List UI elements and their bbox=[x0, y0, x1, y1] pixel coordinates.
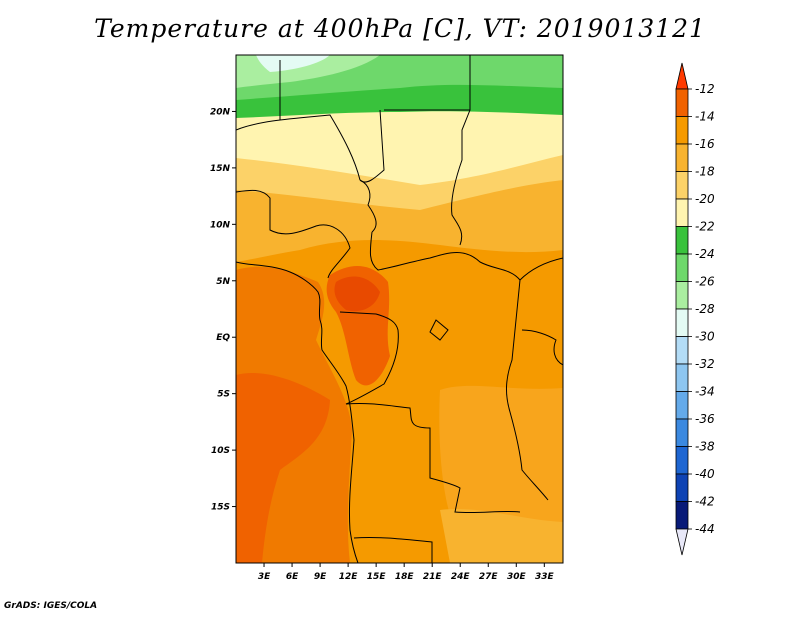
longitude-axis: 3E 6E 9E 12E 15E 18E 21E 24E 27E 30E 33E bbox=[258, 563, 555, 582]
legend-color-box bbox=[675, 253, 689, 282]
lon-tick-label: 9E bbox=[314, 572, 327, 582]
color-legend: -12 -14 -16 -18 -20 -22 -24 -26 -28 -30 -32 -34 -36 -… bbox=[675, 62, 715, 556]
latitude-axis: 20N 15N 10N 5N EQ 5S 10S 15S bbox=[210, 107, 236, 513]
legend-color-box bbox=[675, 198, 689, 227]
drc-angola-border bbox=[345, 402, 521, 514]
field-north-cyan bbox=[256, 55, 330, 72]
lat-tick-label: 5S bbox=[217, 390, 230, 400]
legend-color-box bbox=[675, 226, 689, 255]
east-border bbox=[506, 279, 549, 501]
legend-color-box bbox=[675, 473, 689, 502]
legend-level-label: -34 bbox=[695, 385, 715, 399]
lon-tick-label: 27E bbox=[479, 572, 499, 582]
nigeria-border bbox=[236, 189, 351, 279]
cameroon-car-border bbox=[369, 231, 521, 281]
legend-color-box bbox=[675, 363, 689, 392]
lon-tick-label: 6E bbox=[286, 572, 299, 582]
legend-color-box bbox=[675, 88, 689, 117]
lon-tick-label: 21E bbox=[423, 572, 443, 582]
legend-level-label: -14 bbox=[695, 110, 715, 124]
lon-tick-label: 33E bbox=[535, 572, 555, 582]
legend-level-label: -18 bbox=[695, 165, 715, 179]
legend-color-box bbox=[675, 446, 689, 475]
congo-border bbox=[339, 311, 399, 405]
legend-level-label: -24 bbox=[695, 247, 715, 261]
legend-color-box bbox=[675, 336, 689, 365]
legend-level-label: -38 bbox=[695, 440, 715, 454]
lon-tick-label: 3E bbox=[258, 572, 271, 582]
field-west-warmer bbox=[236, 372, 330, 563]
niger-border bbox=[236, 114, 361, 181]
libya-chad-border bbox=[359, 109, 385, 183]
lon-tick-label: 24E bbox=[451, 572, 471, 582]
plot-frame bbox=[235, 54, 564, 564]
legend-level-label: -36 bbox=[695, 412, 715, 426]
field-south-light bbox=[440, 508, 563, 563]
map-title: Temperature at 400hPa [C], VT: 201901312… bbox=[94, 14, 706, 43]
lat-tick-label: EQ bbox=[216, 333, 230, 343]
legend-color-box bbox=[675, 308, 689, 337]
sudan-ethiopia-border bbox=[519, 257, 563, 281]
legend-color-box bbox=[675, 418, 689, 447]
field-north-pale bbox=[236, 110, 563, 185]
field-central-warmest bbox=[334, 276, 380, 312]
tanzania-border bbox=[521, 329, 563, 366]
lat-tick-label: 15N bbox=[210, 164, 231, 174]
legend-level-label: -22 bbox=[695, 220, 715, 234]
lon-tick-label: 12E bbox=[339, 572, 359, 582]
legend-level-label: -32 bbox=[695, 357, 715, 371]
lon-tick-label: 30E bbox=[507, 572, 527, 582]
footer-credit: GrADS: IGES/COLA bbox=[4, 601, 98, 611]
legend-color-box bbox=[675, 116, 689, 145]
legend-color-box bbox=[675, 391, 689, 420]
legend-level-label: -42 bbox=[695, 495, 715, 509]
lon-tick-label: 18E bbox=[395, 572, 415, 582]
legend-color-box bbox=[675, 281, 689, 310]
legend-level-label: -12 bbox=[695, 82, 715, 96]
chad-sudan-border bbox=[451, 109, 471, 246]
legend-level-label: -30 bbox=[695, 330, 715, 344]
political-borders bbox=[236, 55, 563, 563]
legend-level-label: -44 bbox=[695, 522, 715, 536]
lat-tick-label: 10S bbox=[211, 446, 230, 456]
legend-color-box bbox=[675, 143, 689, 172]
lat-tick-label: 20N bbox=[210, 107, 231, 117]
legend-bottom-arrow bbox=[675, 528, 689, 556]
lat-tick-label: 5N bbox=[216, 277, 230, 287]
legend-level-label: -20 bbox=[695, 192, 715, 206]
legend-level-label: -26 bbox=[695, 275, 715, 289]
angola-namibia-border bbox=[353, 536, 433, 563]
legend-top-arrow bbox=[675, 62, 689, 90]
lake-chad-border bbox=[359, 179, 377, 233]
lake-border bbox=[429, 319, 449, 341]
lat-tick-label: 10N bbox=[210, 220, 231, 230]
legend-color-box bbox=[675, 501, 689, 530]
legend-color-box bbox=[675, 171, 689, 200]
legend-level-label: -16 bbox=[695, 137, 715, 151]
temperature-field bbox=[236, 55, 563, 563]
lon-tick-label: 15E bbox=[367, 572, 387, 582]
lat-tick-label: 15S bbox=[211, 503, 230, 513]
legend-level-label: -28 bbox=[695, 302, 715, 316]
legend-level-label: -40 bbox=[695, 467, 715, 481]
west-africa-coastline bbox=[236, 261, 359, 563]
